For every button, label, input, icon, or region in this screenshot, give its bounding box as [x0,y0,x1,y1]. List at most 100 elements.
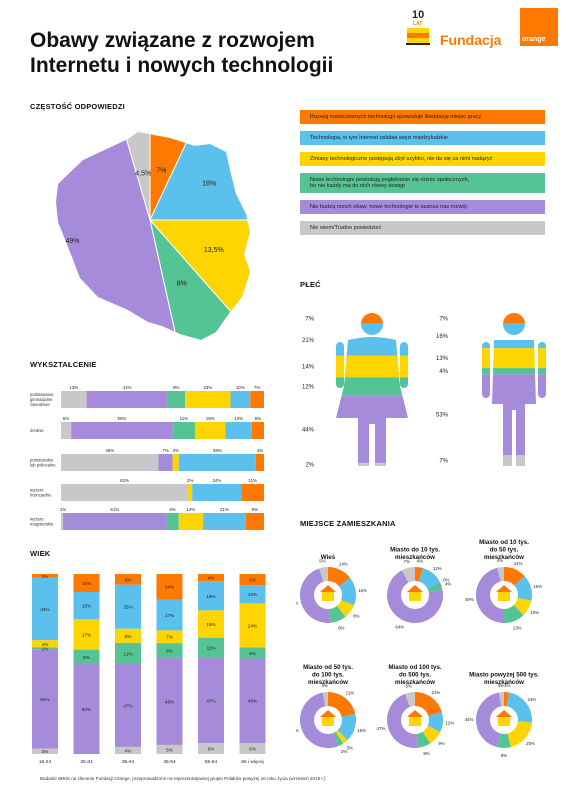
age-value-label: 17% [165,613,174,618]
section-education: WYKSZTAŁCENIE [30,360,97,369]
age-bar-segment [32,647,58,650]
map-slice [76,132,151,221]
age-value-label: 15% [206,622,215,627]
education-bar-segment [61,391,87,408]
education-value-label: 10% [236,385,245,390]
residence-donut-segment [336,600,355,617]
education-chart: podstawowe, gimnazjalne, zawodowe 13% 41% 9% 2… [30,385,264,530]
age-bar-segment [156,599,183,631]
age-category-label: 55-64 [205,759,218,765]
age-bar-segment [239,574,266,586]
education-bar-segment [86,391,168,408]
residence-donut-segment [504,692,510,707]
residence-value-label: 49% [465,597,474,602]
residence-title: Miasto od 10 tys. do 50 tys. mieszkańców [479,539,529,561]
residence-donut-segment [498,692,504,707]
age-bar-segment [198,637,224,658]
education-category-label: pomaturalne lub policealne [30,458,56,468]
legend-label: Nie budzą moich obaw, nowe technologie t… [310,203,467,210]
legend-label: Nie wiem/Trudno powiedzieć [310,224,382,231]
residence-title: Miasto od 100 tys. do 500 tys. mieszkańców [388,664,442,686]
age-bar-segment [198,657,224,744]
education-bar-segment [61,484,189,501]
age-bar-segment [156,630,183,644]
residence-value-label: 44% [465,717,474,722]
residence-donut-segment [337,713,356,741]
age-value-label: 46% [248,699,257,704]
house-icon [322,592,334,601]
residence-value-label: 64% [395,625,404,630]
residence-value-label: 47% [377,726,386,731]
education-value-label: 24% [212,478,221,483]
section-residence: MIEJSCE ZAMIESZKANIA [300,519,396,528]
residence-value-label: 9% [438,741,444,746]
gender-value-label: 7% [439,316,448,322]
residence-donut-segment [422,725,441,744]
residence-title: Miasto powyżej 500 tys. mieszkańców [469,672,539,687]
residence-value-label: 21% [345,691,354,696]
age-value-label: 8% [166,648,173,653]
legend-label: Zmiany technologiczne postępują zbyt szy… [310,155,493,162]
gender-band [482,348,546,369]
residence-value-label: 4% [497,558,503,563]
title-line-1: Obawy związane z rozwojem [30,29,315,52]
legend-item: Nowe technologie powodują pogłębianie si… [300,173,545,193]
age-value-label: 6% [249,578,256,583]
education-value-label: 6% [255,416,261,421]
residence-donut-segment [416,731,431,748]
gender-band [336,395,408,463]
age-bar-segment [32,640,58,648]
age-value-label: 12% [123,651,132,656]
house-icon [322,717,334,726]
map-slice [149,132,250,221]
age-value-label: 1% [42,646,49,651]
map-slice-label: 8% [177,280,187,287]
gender-value-label: 53% [436,413,449,419]
education-value-label: 23% [203,385,212,390]
roof-icon [407,585,423,592]
legend-label: Rozwój nowoczesnych technologii spowoduj… [310,113,482,120]
gender-value-label: 21% [302,338,315,344]
map-slice-label: 18% [202,180,216,187]
legend-item: Rozwój nowoczesnych technologii spowoduj… [300,110,545,124]
age-value-label: 11% [207,646,216,651]
legend-item: Nie wiem/Trudno powiedzieć [300,221,545,235]
residence-value-label: 8% [501,753,507,758]
age-category-label: 25-34 [80,759,93,765]
age-value-label: 17% [82,632,91,637]
gender-value-label: 7% [305,316,314,322]
education-bar-segment [71,422,173,439]
age-bar-segment [32,577,58,641]
age-value-label: 15% [82,604,91,609]
residence-donut-segment [319,567,328,582]
gender-band [336,313,408,324]
gender-band [336,462,408,466]
residence-donut-segment [329,605,346,623]
residence-donut-segment [418,568,441,589]
gender-band [336,355,408,378]
map-slice [149,219,250,340]
residence-donut-segment [513,597,532,616]
age-bar-segment [156,744,183,754]
gender-band [482,374,546,456]
residence-donut-segment [387,693,418,748]
residence-value-label: 12% [445,721,454,726]
age-bar-segment [239,658,266,743]
map-slice [148,219,250,340]
education-bar-segment [172,454,179,471]
age-value-label: 2% [42,574,49,579]
education-bar-segment [192,484,242,501]
footer-note: Badanie IBRiS na zlecenie Fundacji Orang… [40,776,326,781]
age-category-label: 65 i więcej [241,759,263,765]
house-icon [498,592,510,601]
map-slice-label: 49% [66,238,80,245]
residence-value-label: 20% [526,741,535,746]
residence-value-label: 12% [433,566,442,571]
age-value-label: 8% [125,634,132,639]
residence-value-label: 7% [403,559,409,564]
residence-donut-segment [504,567,525,586]
residence-value-label: 3% [341,749,347,754]
age-value-label: 16% [206,594,215,599]
legend-item: Nie budzą moich obaw, nowe technologie t… [300,200,545,214]
legend-item: Zmiany technologiczne postępują zbyt szy… [300,152,545,166]
